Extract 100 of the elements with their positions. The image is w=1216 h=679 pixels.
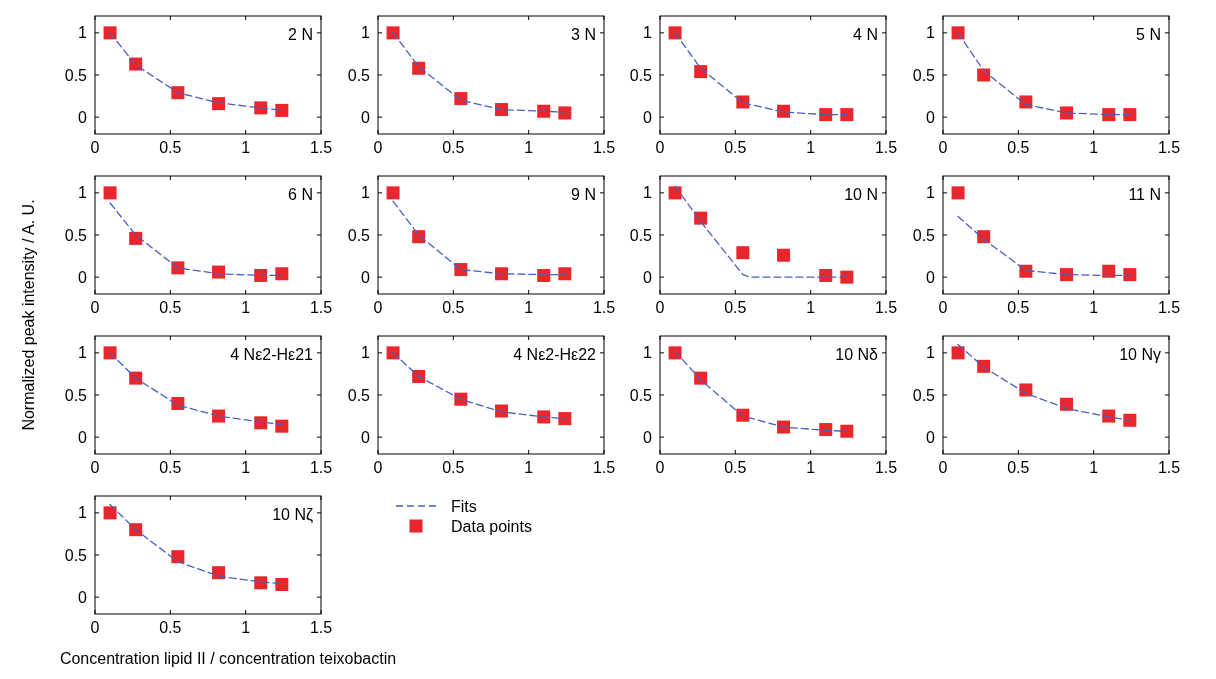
text: 4 Nε2-Hε21 (230, 346, 314, 363)
x-tick-label: 1 (1089, 459, 1099, 476)
point (1123, 268, 1137, 282)
x-tick-label: 0 (373, 299, 383, 316)
point (1019, 95, 1033, 109)
point (412, 230, 426, 244)
point (103, 186, 117, 200)
x-tick-label: 0.5 (159, 139, 182, 156)
legend-label: Fits (451, 497, 477, 515)
x-tick-label: 0 (655, 139, 665, 156)
x-tick-label: 1.5 (309, 139, 333, 156)
y-tick-label: 0.5 (912, 66, 936, 84)
point (171, 550, 185, 564)
x-tick-label: 0.5 (1007, 139, 1030, 156)
point (171, 396, 185, 410)
point (951, 186, 965, 200)
text: 5 N (1136, 26, 1161, 43)
point (951, 346, 965, 360)
y-tick-label: 1 (643, 24, 653, 42)
y-tick-label: 0 (361, 108, 371, 126)
x-tick-label: 0 (373, 139, 383, 156)
point (736, 408, 750, 422)
point (386, 346, 400, 360)
x-tick-label: 1.5 (592, 459, 616, 476)
y-tick-label: 1 (361, 24, 371, 42)
point (977, 359, 991, 373)
x-tick-label: 0 (90, 459, 100, 476)
text: 11 N (1128, 186, 1161, 203)
x-tick-label: 0.5 (442, 459, 465, 476)
x-tick-label: 1.5 (309, 619, 333, 636)
x-tick-label: 1 (806, 139, 816, 156)
point (1060, 106, 1074, 120)
x-tick-label: 1.5 (1157, 459, 1181, 476)
text: 3 N (571, 26, 596, 43)
point (412, 369, 426, 383)
point (537, 104, 551, 118)
y-tick-label: 1 (926, 344, 936, 362)
point (777, 420, 791, 434)
point (212, 409, 226, 423)
y-tick-label: 1 (361, 184, 371, 202)
point (1019, 264, 1033, 278)
text: 10 Nζ (272, 506, 313, 524)
x-tick-label: 1 (806, 299, 816, 316)
point (1123, 108, 1137, 122)
text: 10 Nδ (835, 346, 879, 363)
point (736, 246, 750, 260)
point (454, 92, 468, 106)
x-tick-label: 1 (524, 459, 534, 476)
text: 4 N (853, 26, 878, 43)
x-tick-label: 1 (241, 459, 251, 476)
x-tick-label: 0 (90, 139, 100, 156)
y-tick-label: 0 (926, 108, 936, 126)
y-tick-label: 0.5 (347, 66, 371, 84)
point (537, 268, 551, 282)
y-tick-label: 0.5 (629, 226, 653, 244)
y-tick-label: 0 (643, 108, 653, 126)
point (1060, 268, 1074, 282)
y-tick-label: 1 (361, 344, 371, 362)
y-tick-label: 1 (78, 24, 88, 42)
point (777, 104, 791, 118)
point (103, 26, 117, 40)
point (1123, 413, 1137, 427)
point (736, 95, 750, 109)
x-tick-label: 0.5 (442, 139, 465, 156)
point (819, 108, 833, 122)
x-tick-label: 0.5 (1007, 299, 1030, 316)
y-tick-label: 0 (78, 268, 88, 286)
x-tick-label: 1.5 (592, 139, 616, 156)
y-tick-label: 0.5 (64, 546, 88, 564)
x-tick-label: 0 (938, 299, 948, 316)
text: 10 N (844, 186, 878, 203)
x-tick-label: 0.5 (442, 299, 465, 316)
y-tick-label: 1 (926, 184, 936, 202)
point (558, 412, 572, 426)
point (977, 68, 991, 82)
y-tick-label: 0.5 (64, 226, 88, 244)
point (840, 108, 854, 122)
y-tick-label: 0.5 (912, 226, 936, 244)
point (777, 248, 791, 262)
x-tick-label: 0 (655, 299, 665, 316)
y-tick-label: 0 (926, 268, 936, 286)
x-axis-title: Concentration lipid II / concentration teixobactin (59, 650, 397, 667)
point (275, 103, 289, 117)
x-tick-label: 0 (655, 459, 665, 476)
point (386, 26, 400, 40)
y-tick-label: 0 (361, 428, 371, 446)
x-tick-label: 1 (1089, 139, 1099, 156)
point (495, 267, 509, 281)
x-tick-label: 1 (806, 459, 816, 476)
point (254, 101, 268, 115)
point (275, 578, 289, 591)
y-tick-label: 1 (78, 344, 88, 362)
y-axis-title: Normalized peak intensity / A. U. (20, 199, 37, 431)
y-tick-label: 0 (78, 108, 88, 126)
point (129, 523, 143, 537)
point (386, 186, 400, 200)
y-tick-label: 0.5 (347, 226, 371, 244)
point (668, 346, 682, 360)
x-tick-label: 0.5 (1007, 459, 1030, 476)
x-tick-label: 0.5 (724, 299, 747, 316)
